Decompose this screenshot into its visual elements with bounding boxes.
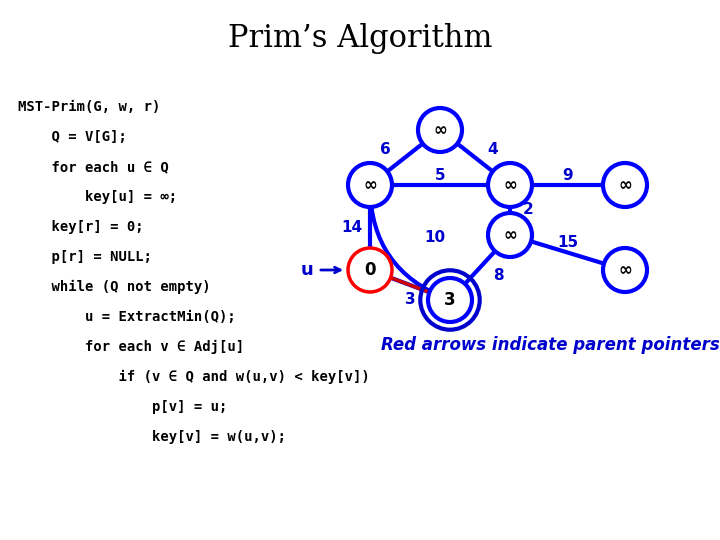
Text: ∞: ∞	[503, 226, 517, 244]
Text: ∞: ∞	[618, 176, 632, 194]
Text: 8: 8	[492, 268, 503, 283]
Text: 4: 4	[487, 142, 498, 157]
Text: 3: 3	[405, 292, 415, 307]
Circle shape	[348, 248, 392, 292]
Circle shape	[348, 163, 392, 207]
Text: p[v] = u;: p[v] = u;	[18, 400, 228, 414]
Text: p[r] = NULL;: p[r] = NULL;	[18, 250, 152, 264]
Circle shape	[418, 108, 462, 152]
Text: Red arrows indicate parent pointers: Red arrows indicate parent pointers	[381, 336, 719, 354]
Text: 0: 0	[364, 261, 376, 279]
Text: 3: 3	[444, 291, 456, 309]
Circle shape	[603, 248, 647, 292]
Text: key[v] = w(u,v);: key[v] = w(u,v);	[18, 430, 286, 444]
Circle shape	[603, 163, 647, 207]
Text: 14: 14	[341, 220, 363, 235]
Circle shape	[488, 213, 532, 257]
Text: ∞: ∞	[363, 176, 377, 194]
FancyArrowPatch shape	[370, 188, 447, 299]
Text: 15: 15	[557, 235, 578, 250]
Text: for each v ∈ Adj[u]: for each v ∈ Adj[u]	[18, 340, 244, 354]
Text: 2: 2	[523, 202, 534, 218]
Text: Q = V[G];: Q = V[G];	[18, 130, 127, 144]
Text: key[u] = ∞;: key[u] = ∞;	[18, 190, 177, 204]
Text: MST-Prim(G, w, r): MST-Prim(G, w, r)	[18, 100, 161, 114]
Text: 9: 9	[562, 167, 573, 183]
Circle shape	[428, 278, 472, 322]
Text: while (Q not empty): while (Q not empty)	[18, 280, 211, 294]
Text: Prim’s Algorithm: Prim’s Algorithm	[228, 23, 492, 53]
Text: ∞: ∞	[618, 261, 632, 279]
Text: for each u ∈ Q: for each u ∈ Q	[18, 160, 168, 174]
Text: 10: 10	[424, 230, 446, 245]
Text: u = ExtractMin(Q);: u = ExtractMin(Q);	[18, 310, 235, 324]
Text: u: u	[300, 261, 313, 279]
Text: 6: 6	[379, 142, 390, 157]
Circle shape	[488, 163, 532, 207]
Text: 5: 5	[435, 167, 445, 183]
Text: key[r] = 0;: key[r] = 0;	[18, 220, 143, 234]
Text: ∞: ∞	[433, 121, 447, 139]
FancyArrowPatch shape	[377, 271, 447, 299]
Text: if (v ∈ Q and w(u,v) < key[v]): if (v ∈ Q and w(u,v) < key[v])	[18, 370, 370, 384]
Text: ∞: ∞	[503, 176, 517, 194]
